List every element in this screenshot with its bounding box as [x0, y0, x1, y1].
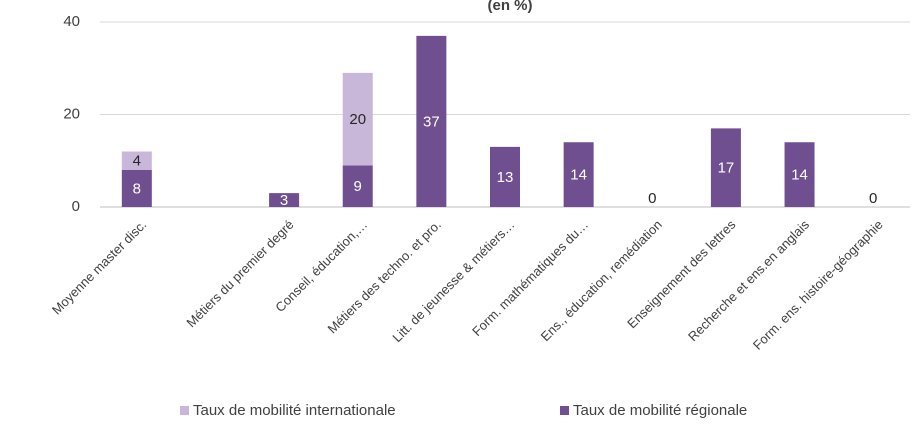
y-tick-label: 40 — [63, 13, 80, 30]
x-tick-label: Litt. de jeunesse & métiers… — [389, 217, 517, 345]
bar-segment — [784, 142, 815, 207]
y-tick-label: 0 — [72, 198, 80, 215]
data-label: 0 — [869, 190, 877, 207]
data-label: 13 — [497, 169, 514, 186]
bar-segment — [563, 142, 594, 207]
chart-title: (en %) — [488, 0, 533, 14]
bar-segment — [342, 165, 373, 207]
data-label: 0 — [648, 190, 656, 207]
data-label: 14 — [570, 167, 587, 184]
x-tick-label: Moyenne master disc. — [49, 217, 150, 318]
bar-segment — [710, 128, 741, 207]
legend-swatch — [180, 406, 189, 415]
data-label: 20 — [349, 111, 366, 128]
legend-label: Taux de mobilité régionale — [573, 402, 747, 419]
bar-segment — [121, 151, 152, 170]
data-label: 4 — [133, 153, 141, 170]
data-label: 9 — [354, 178, 362, 195]
data-label: 14 — [791, 167, 808, 184]
data-label: 37 — [423, 113, 440, 130]
bar-segment — [121, 170, 152, 207]
x-tick-label: Ens., éducation, remédiation — [538, 217, 665, 344]
legend-label: Taux de mobilité internationale — [193, 402, 396, 419]
x-tick-label: Form. ens. histoire-géographie — [750, 217, 886, 353]
data-label: 17 — [718, 160, 735, 177]
legend-swatch — [560, 406, 569, 415]
x-tick-label: Métiers du premier degré — [183, 217, 296, 330]
bar-segment — [342, 72, 373, 166]
bar-segment — [269, 193, 300, 207]
bar-segment — [416, 35, 447, 207]
x-tick-label: Recherche et ens.en anglais — [685, 217, 812, 344]
data-label: 8 — [133, 180, 141, 197]
bar-segment — [490, 146, 520, 207]
y-tick-label: 20 — [63, 105, 80, 122]
data-label: 3 — [280, 192, 288, 209]
